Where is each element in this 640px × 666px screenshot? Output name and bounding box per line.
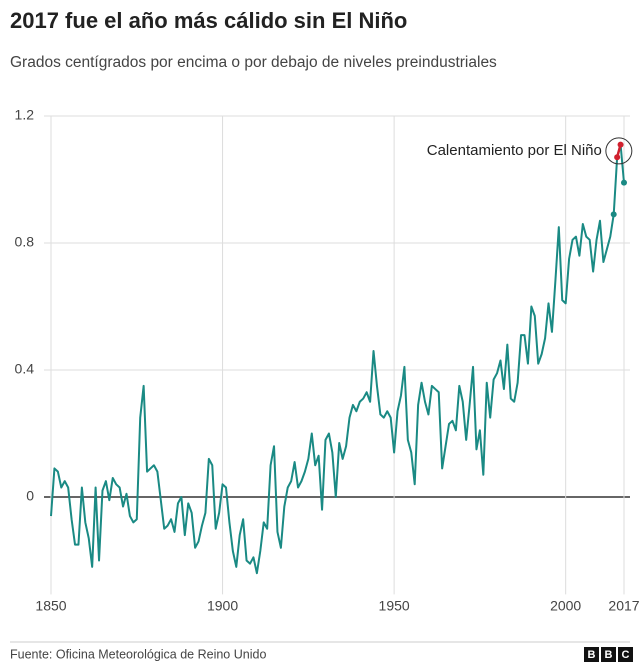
y-tick-label: 0.4 (15, 361, 35, 377)
y-tick-label: 0 (26, 488, 34, 504)
x-tick-label: 1950 (379, 598, 410, 614)
logo-letter: B (588, 649, 596, 661)
logo-box (601, 647, 616, 662)
annotation-text: Calentamiento por El Niño (427, 142, 602, 159)
x-tick-label: 2017 (608, 598, 639, 614)
logo-letter: B (605, 649, 613, 661)
chart-title: 2017 fue el año más cálido sin El Niño (10, 8, 407, 33)
logo-box (584, 647, 599, 662)
point (610, 211, 617, 218)
chart-subtitle: Grados centígrados por encima o por deba… (10, 54, 497, 71)
logo-box (618, 647, 633, 662)
temperature-line (50, 143, 625, 575)
point (621, 179, 627, 186)
logo-letter: C (622, 649, 630, 661)
x-tick-label: 2000 (550, 598, 581, 614)
y-tick-label: 0.8 (15, 234, 35, 250)
x-tick-label: 1850 (35, 598, 66, 614)
annotation-circle (605, 137, 633, 165)
highlight-point (614, 154, 621, 161)
source: Fuente: Oficina Meteorológica de Reino U… (10, 647, 266, 661)
y-tick-label: 1.2 (15, 107, 35, 123)
highlight-point (617, 141, 624, 148)
x-tick-label: 1900 (207, 598, 238, 614)
